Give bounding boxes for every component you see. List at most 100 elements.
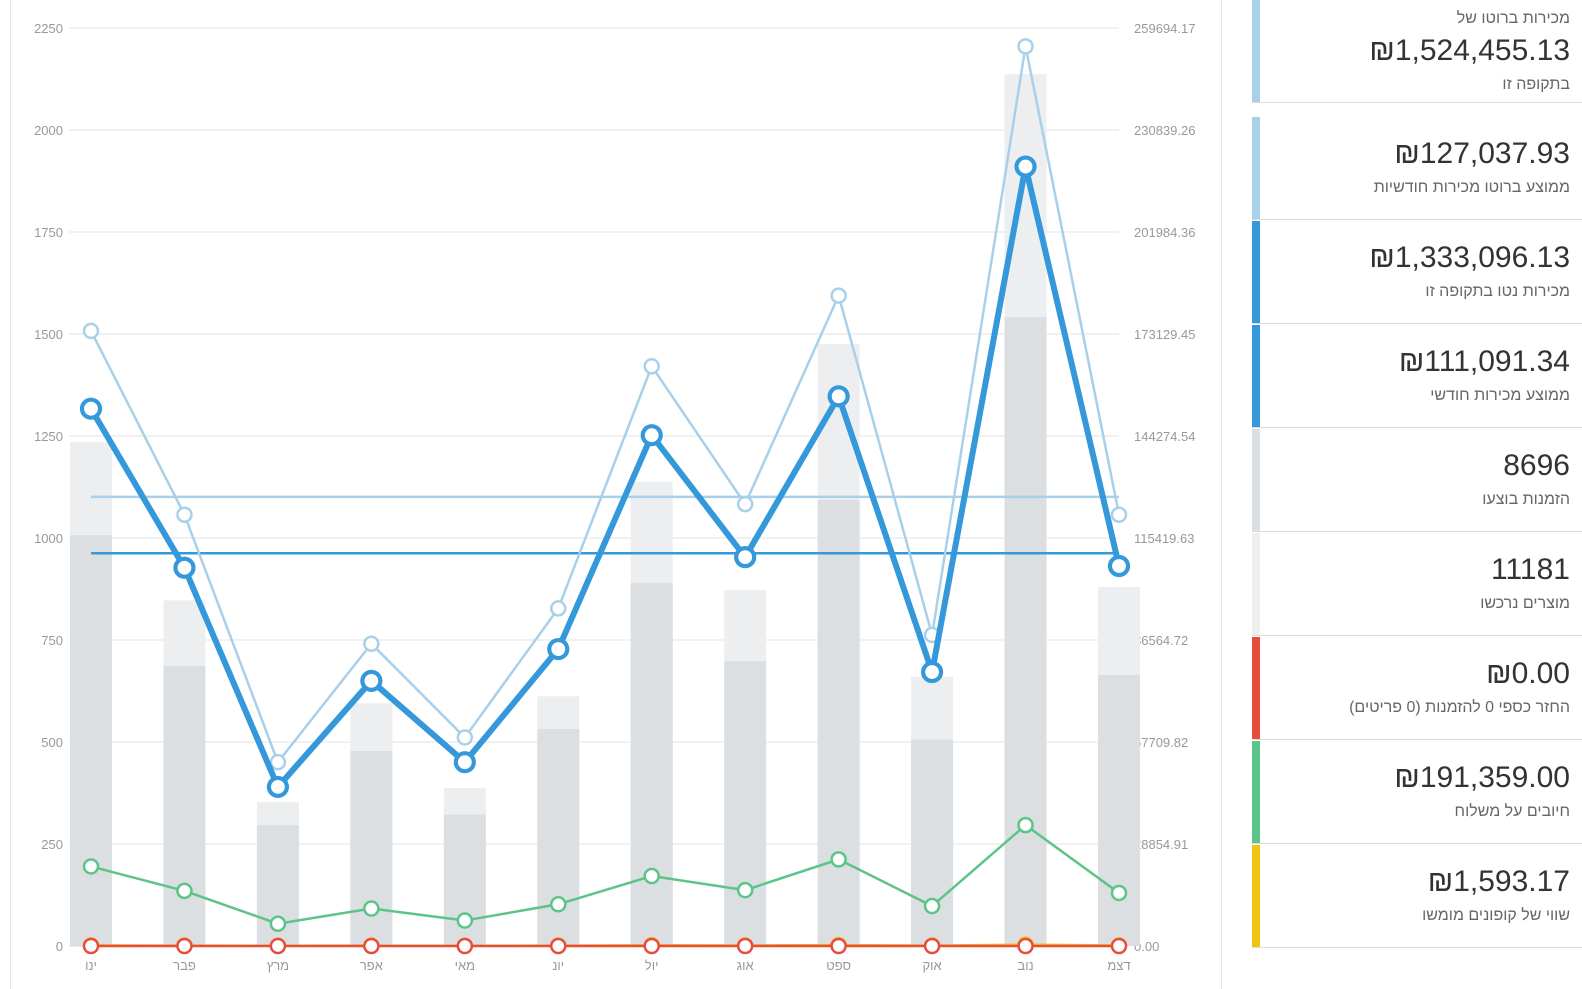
bar bbox=[630, 582, 673, 946]
x-tick-label: יונ bbox=[552, 958, 564, 973]
sales-chart-panel: 0 0.00 250 28854.91 500 57709.82 750 86564.72 10… bbox=[10, 0, 1222, 989]
legend-amount: ₪1,524,455.13 bbox=[1369, 34, 1570, 67]
data-point bbox=[923, 897, 941, 915]
bar bbox=[163, 666, 206, 946]
legend-label: ממוצע מכירות חודשי bbox=[1430, 387, 1570, 404]
data-point bbox=[920, 660, 944, 684]
data-point bbox=[269, 915, 287, 932]
y-right-tick-label: 173129.45 bbox=[1134, 327, 1195, 342]
data-point bbox=[643, 937, 660, 955]
y-left-tick-label: 1000 bbox=[34, 531, 63, 546]
data-point bbox=[82, 322, 100, 340]
data-point bbox=[640, 424, 663, 447]
data-point bbox=[363, 635, 380, 653]
legend-color-bar bbox=[1252, 741, 1260, 843]
data-point bbox=[550, 937, 567, 955]
series-line bbox=[88, 165, 1122, 793]
x-tick-label: נוב bbox=[1017, 958, 1033, 973]
bar bbox=[724, 661, 767, 946]
x-tick-label: ספט bbox=[826, 958, 851, 973]
y-left-tick-label: 2000 bbox=[34, 123, 63, 138]
legend-label: שווי של קופונים מומשו bbox=[1422, 907, 1570, 924]
data-point bbox=[830, 287, 847, 304]
data-point bbox=[550, 896, 567, 913]
bar bbox=[537, 728, 580, 946]
data-point bbox=[734, 546, 757, 569]
y-left-tick-label: 500 bbox=[41, 735, 63, 750]
data-point bbox=[827, 385, 850, 408]
bar bbox=[70, 535, 112, 946]
sales-chart: 0 0.00 250 28854.91 500 57709.82 750 86564.72 10… bbox=[34, 21, 1195, 973]
legend-color-bar bbox=[1252, 0, 1260, 102]
x-tick-label: דצמ bbox=[1107, 958, 1130, 973]
legend-item-refunds[interactable]: ₪0.00 החזר כספי 0 להזמנות (0 פריטים) bbox=[1252, 637, 1582, 740]
y-left-tick-label: 0 bbox=[56, 939, 63, 954]
chart-legend: מכירות ברוטו של ₪1,524,455.13 בתקופה זו … bbox=[1252, 0, 1582, 989]
legend-item-items-purchased[interactable]: 11181 מוצרים נרכשו bbox=[1252, 533, 1582, 636]
data-point bbox=[1110, 937, 1128, 955]
legend-item-orders[interactable]: 8696 הזמנות בוצעו bbox=[1252, 429, 1582, 532]
legend-item-shipping[interactable]: ₪191,359.00 חיובים על משלוח bbox=[1252, 741, 1582, 844]
data-point bbox=[176, 937, 193, 955]
data-point bbox=[1014, 155, 1037, 178]
x-tick-label: מאי bbox=[455, 958, 475, 973]
y-left-tick-label: 1750 bbox=[34, 225, 63, 240]
data-point bbox=[82, 858, 100, 875]
bar bbox=[817, 500, 860, 946]
legend-label: ממוצע ברוטו מכירות חודשיות bbox=[1373, 179, 1570, 196]
data-point bbox=[269, 753, 287, 771]
data-point bbox=[269, 937, 287, 955]
data-point bbox=[830, 937, 847, 955]
data-point bbox=[266, 775, 290, 799]
legend-amount: ₪0.00 bbox=[1486, 657, 1570, 690]
y-right-tick-label: 115419.63 bbox=[1134, 531, 1195, 546]
x-tick-label: יול bbox=[645, 958, 659, 973]
legend-item-net-sales[interactable]: ₪1,333,096.13 מכירות נטו בתקופה זו bbox=[1252, 221, 1582, 324]
y-right-tick-label: 201984.36 bbox=[1134, 225, 1195, 240]
data-point bbox=[736, 881, 754, 899]
x-tick-label: פבר bbox=[173, 958, 196, 973]
y-left-tick-label: 250 bbox=[41, 837, 63, 852]
legend-amount: ₪127,037.93 bbox=[1394, 137, 1570, 170]
legend-label: החזר כספי 0 להזמנות (0 פריטים) bbox=[1349, 699, 1570, 716]
data-point bbox=[1017, 38, 1034, 55]
x-tick-label: אוק bbox=[922, 958, 941, 973]
data-point bbox=[82, 937, 100, 955]
legend-amount: 11181 bbox=[1491, 553, 1570, 586]
x-tick-label: אפר bbox=[360, 958, 383, 973]
legend-amount: 8696 bbox=[1503, 449, 1570, 482]
data-point bbox=[456, 729, 474, 746]
legend-amount: ₪111,091.34 bbox=[1398, 345, 1570, 378]
legend-color-bar bbox=[1252, 117, 1260, 219]
legend-color-bar bbox=[1252, 325, 1260, 427]
y-right-tick-label: 86564.72 bbox=[1134, 633, 1188, 648]
data-point bbox=[176, 506, 193, 523]
data-point bbox=[363, 937, 380, 955]
bar bbox=[1004, 317, 1047, 947]
legend-item-gross-sales[interactable]: מכירות ברוטו של ₪1,524,455.13 בתקופה זו bbox=[1252, 0, 1582, 103]
series-line bbox=[89, 46, 1121, 765]
y-left-tick-label: 1500 bbox=[34, 327, 63, 342]
data-point bbox=[456, 912, 474, 929]
legend-label: מוצרים נרכשו bbox=[1480, 595, 1570, 612]
legend-item-avg-net[interactable]: ₪111,091.34 ממוצע מכירות חודשי bbox=[1252, 325, 1582, 428]
y-right-tick-label: 28854.91 bbox=[1134, 837, 1188, 852]
data-point bbox=[1017, 937, 1034, 955]
legend-label: חיובים על משלוח bbox=[1454, 803, 1570, 820]
data-point bbox=[79, 397, 103, 420]
bar bbox=[911, 739, 954, 946]
y-right-tick-label: 0.00 bbox=[1134, 939, 1159, 954]
data-point bbox=[176, 882, 193, 900]
legend-item-avg-gross[interactable]: ₪127,037.93 ממוצע ברוטו מכירות חודשיות bbox=[1252, 117, 1582, 220]
y-left-tick-label: 2250 bbox=[34, 21, 63, 36]
data-point bbox=[363, 900, 380, 917]
data-point bbox=[173, 556, 196, 579]
legend-item-coupons[interactable]: ₪1,593.17 שווי של קופונים מומשו bbox=[1252, 845, 1582, 948]
legend-label: בתקופה זו bbox=[1502, 76, 1570, 93]
legend-amount: ₪1,593.17 bbox=[1427, 865, 1570, 898]
data-point bbox=[1110, 506, 1128, 523]
legend-color-bar bbox=[1252, 845, 1260, 947]
legend-color-bar bbox=[1252, 533, 1260, 635]
data-point bbox=[547, 637, 570, 661]
data-point bbox=[643, 867, 660, 885]
